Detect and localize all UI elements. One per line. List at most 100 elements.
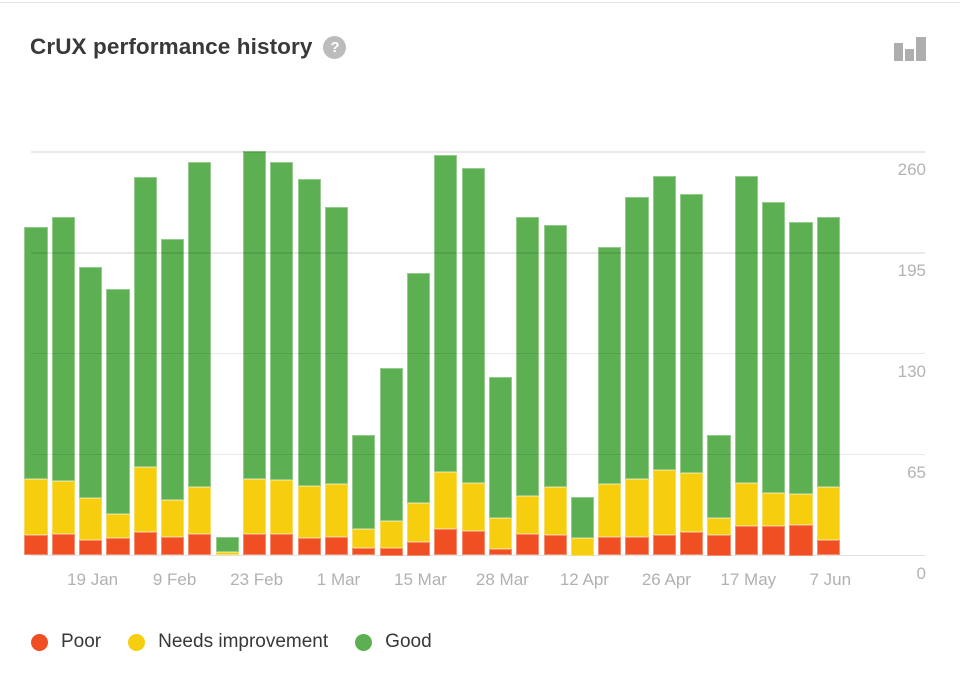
- bar-segment-needs-improvement: [106, 513, 130, 539]
- bar-segment-good: [270, 161, 294, 480]
- stacked-bar[interactable]: [379, 367, 403, 556]
- stacked-bar[interactable]: [161, 239, 185, 556]
- stacked-bar[interactable]: [324, 206, 349, 556]
- bar-segment-good: [51, 217, 75, 481]
- bar-segment-poor: [406, 541, 431, 556]
- bar-segment-good: [816, 217, 840, 488]
- bar-segment-good: [570, 496, 594, 539]
- stacked-bar[interactable]: [762, 201, 786, 556]
- legend-item-poor[interactable]: Poor: [31, 631, 101, 653]
- legend-item-good[interactable]: Good: [355, 631, 432, 653]
- bar-segment-poor: [161, 536, 185, 556]
- bar-segment-good: [461, 167, 485, 483]
- gridline: [31, 252, 925, 254]
- bar-segment-poor: [379, 547, 403, 556]
- bar-segment-needs-improvement: [789, 493, 813, 525]
- bar-segment-poor: [79, 539, 103, 556]
- stacked-bar[interactable]: [188, 161, 212, 556]
- stacked-bar[interactable]: [352, 434, 376, 556]
- bar-segment-good: [680, 194, 704, 474]
- bar-segment-needs-improvement: [570, 538, 594, 556]
- bar-segment-needs-improvement: [734, 482, 758, 526]
- stacked-bar[interactable]: [680, 194, 704, 556]
- bar-segment-good: [243, 150, 267, 480]
- bar-segment-poor: [543, 535, 567, 556]
- stacked-bar[interactable]: [434, 155, 458, 556]
- bar-segment-good: [215, 536, 239, 553]
- bar-segment-needs-improvement: [161, 499, 185, 537]
- bar-segment-poor: [625, 536, 649, 556]
- stacked-bar[interactable]: [625, 197, 649, 556]
- y-axis-tick-label: 130: [897, 361, 926, 381]
- legend-item-needs-improvement[interactable]: Needs improvement: [128, 631, 328, 653]
- bar-segment-good: [543, 225, 567, 488]
- bar-segment-needs-improvement: [133, 467, 157, 533]
- page-title: CrUX performance history: [30, 34, 313, 59]
- stacked-bar[interactable]: [215, 536, 239, 556]
- bar-segment-needs-improvement: [488, 518, 512, 550]
- stacked-bar[interactable]: [461, 167, 485, 556]
- stacked-bar[interactable]: [51, 217, 75, 556]
- stacked-bar[interactable]: [707, 434, 731, 556]
- stacked-bar[interactable]: [24, 226, 48, 556]
- bar-segment-needs-improvement: [51, 480, 75, 534]
- x-axis-tick-label: 1 Mar: [316, 570, 361, 589]
- stacked-bar[interactable]: [406, 273, 431, 556]
- bar-segment-needs-improvement: [461, 482, 485, 531]
- stacked-bar[interactable]: [734, 175, 758, 556]
- chart-header: CrUX performance history ?: [30, 34, 347, 60]
- bar-segment-needs-improvement: [434, 471, 458, 530]
- bar-segment-poor: [24, 535, 48, 556]
- stacked-bar[interactable]: [133, 177, 157, 556]
- x-axis-tick-label: 9 Feb: [152, 570, 197, 589]
- help-icon[interactable]: ?: [323, 35, 347, 59]
- bar-segment-needs-improvement: [24, 479, 48, 536]
- bar-segment-poor: [434, 529, 458, 556]
- bar-segment-needs-improvement: [352, 529, 376, 548]
- bar-segment-poor: [680, 532, 704, 556]
- bar-segment-needs-improvement: [543, 487, 567, 536]
- bar-segment-poor: [652, 535, 676, 556]
- bar-chart-icon: [894, 37, 926, 61]
- bar-segment-good: [133, 177, 157, 468]
- stacked-bar[interactable]: [598, 246, 622, 556]
- gridline: [31, 453, 925, 456]
- stacked-bar[interactable]: [106, 288, 130, 556]
- stacked-bar[interactable]: [516, 217, 540, 556]
- stacked-bar[interactable]: [543, 225, 567, 556]
- bar-segment-good: [161, 239, 185, 500]
- bar-segment-good: [24, 226, 48, 480]
- stacked-bar[interactable]: [652, 175, 676, 556]
- x-axis-tick-label: 23 Feb: [230, 570, 284, 589]
- stacked-bar[interactable]: [79, 267, 103, 556]
- gridline: [31, 352, 925, 355]
- stacked-bar[interactable]: [297, 178, 321, 556]
- bar-segment-good: [188, 161, 212, 488]
- stacked-bar[interactable]: [789, 222, 813, 556]
- bar-segment-poor: [51, 533, 75, 556]
- legend-dot: [355, 633, 373, 651]
- x-axis-tick-label: 19 Jan: [67, 570, 119, 589]
- bar-segment-needs-improvement: [516, 496, 540, 534]
- x-axis-tick-label: 7 Jun: [809, 570, 852, 589]
- bar-segment-poor: [188, 533, 212, 556]
- bar-segment-poor: [270, 533, 294, 556]
- legend-dot: [31, 633, 48, 651]
- bar-segment-needs-improvement: [243, 479, 267, 534]
- bar-segment-good: [734, 175, 758, 483]
- bar-segment-poor: [707, 535, 731, 556]
- bar-segment-good: [406, 273, 431, 503]
- y-axis-tick-label: 260: [897, 160, 926, 180]
- bar-segment-needs-improvement: [79, 498, 103, 540]
- stacked-bar[interactable]: [270, 161, 294, 556]
- stacked-bar[interactable]: [816, 217, 840, 556]
- stacked-bar[interactable]: [570, 496, 594, 556]
- bar-segment-poor: [734, 525, 758, 556]
- bar-segment-needs-improvement: [324, 484, 349, 537]
- bar-segment-good: [434, 155, 458, 472]
- bar-segment-poor: [243, 533, 267, 556]
- bar-segment-needs-improvement: [379, 521, 403, 548]
- stacked-bar[interactable]: [243, 150, 267, 556]
- stacked-bar[interactable]: [488, 377, 512, 556]
